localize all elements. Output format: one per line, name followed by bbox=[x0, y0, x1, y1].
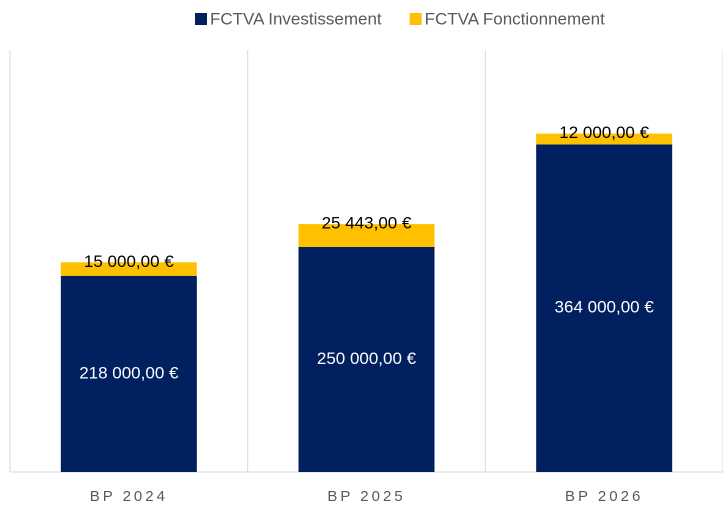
bar-segment bbox=[536, 133, 673, 145]
bar-segment bbox=[298, 247, 435, 472]
legend-label: FCTVA Investissement bbox=[210, 9, 382, 28]
data-label: 25 443,00 € bbox=[322, 214, 412, 233]
bar-segment bbox=[60, 262, 197, 276]
bar-segment bbox=[298, 224, 435, 247]
legend-swatch bbox=[409, 13, 422, 25]
x-tick-label: BP 2025 bbox=[327, 488, 405, 505]
data-label: 12 000,00 € bbox=[559, 123, 649, 142]
data-label: 250 000,00 € bbox=[317, 349, 417, 368]
x-tick-label: BP 2026 bbox=[565, 488, 643, 505]
data-label: 218 000,00 € bbox=[79, 363, 179, 382]
bar-segment bbox=[536, 144, 673, 472]
legend-label: FCTVA Fonctionnement bbox=[425, 9, 605, 28]
x-tick-label: BP 2024 bbox=[90, 488, 168, 505]
legend-swatch bbox=[195, 13, 207, 25]
data-label: 15 000,00 € bbox=[84, 252, 174, 271]
data-label: 364 000,00 € bbox=[555, 298, 655, 317]
bar-segment bbox=[60, 275, 197, 472]
